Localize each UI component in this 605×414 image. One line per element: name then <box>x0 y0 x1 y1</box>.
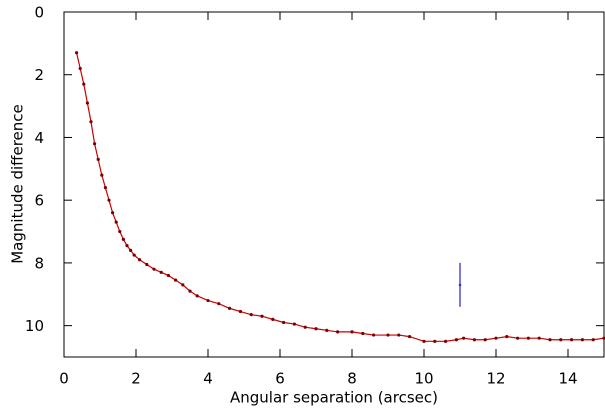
data-point <box>82 82 86 86</box>
data-point <box>103 186 107 190</box>
data-point <box>454 338 458 342</box>
data-point <box>129 248 133 252</box>
data-point <box>89 120 93 124</box>
data-point <box>111 211 115 215</box>
data-point <box>107 198 111 202</box>
data-point <box>228 306 232 310</box>
x-tick-label: 6 <box>275 370 285 388</box>
plot-frame <box>63 11 605 358</box>
y-tick-label: 0 <box>34 4 44 22</box>
data-point <box>397 333 401 337</box>
data-point <box>570 338 574 342</box>
data-point <box>96 157 100 162</box>
data-point <box>125 244 129 248</box>
data-point <box>462 336 466 340</box>
data-point <box>121 237 125 241</box>
data-point <box>138 258 142 262</box>
y-tick-label: 8 <box>34 254 44 272</box>
data-point <box>181 283 185 287</box>
x-tick-label: 4 <box>203 370 213 388</box>
data-point <box>206 298 210 303</box>
data-point <box>166 273 170 278</box>
data-point <box>505 335 509 339</box>
data-point <box>325 328 329 332</box>
data-point <box>602 336 605 340</box>
y-axis-label: Magnitude difference <box>9 104 27 264</box>
y-tick-label: 4 <box>34 129 44 147</box>
x-tick-label: 0 <box>59 370 69 388</box>
data-point <box>292 322 296 326</box>
data-point <box>100 173 104 177</box>
x-tick-label: 8 <box>347 370 357 388</box>
data-line <box>76 52 605 342</box>
x-tick-label: 12 <box>486 370 505 388</box>
data-point <box>350 330 354 334</box>
data-point <box>472 338 476 342</box>
data-point <box>548 338 552 342</box>
data-point <box>282 320 286 325</box>
data-point <box>249 313 253 317</box>
data-point <box>195 294 199 298</box>
data-point <box>159 270 163 274</box>
data-point <box>188 289 192 293</box>
data-point <box>444 339 448 343</box>
data-point <box>386 333 390 337</box>
error-point <box>458 283 462 287</box>
data-point <box>314 327 318 331</box>
y-tick-label: 10 <box>25 317 44 335</box>
data-point <box>537 336 541 340</box>
data-point <box>174 278 178 282</box>
x-tick-label: 2 <box>131 370 141 388</box>
data-point <box>483 338 487 342</box>
data-point <box>361 331 365 336</box>
data-point <box>303 325 307 329</box>
x-axis-label: Angular separation (arcsec) <box>230 389 438 407</box>
data-point <box>580 338 585 342</box>
x-tick-label: 14 <box>558 370 577 388</box>
data-point <box>118 229 122 234</box>
data-point <box>526 336 531 340</box>
data-point <box>433 339 437 343</box>
data-point <box>85 101 89 105</box>
data-point <box>145 262 149 267</box>
data-point <box>132 253 136 257</box>
data-point <box>422 339 426 343</box>
data-point <box>217 302 221 306</box>
y-tick-label: 6 <box>34 192 44 210</box>
data-point <box>152 267 156 271</box>
data-point <box>494 336 498 340</box>
data-point <box>591 338 595 342</box>
data-point <box>75 51 79 55</box>
data-point <box>408 335 412 339</box>
data-point <box>114 220 118 224</box>
data-point <box>260 314 264 318</box>
data-point <box>372 333 376 337</box>
data-point <box>93 142 97 146</box>
data-point <box>559 338 563 342</box>
data-point <box>271 317 275 321</box>
data-point <box>336 330 340 334</box>
data-point <box>78 66 82 71</box>
y-tick-label: 2 <box>34 66 44 84</box>
data-point <box>238 309 242 314</box>
x-tick-label: 10 <box>414 370 433 388</box>
data-point <box>516 336 520 340</box>
